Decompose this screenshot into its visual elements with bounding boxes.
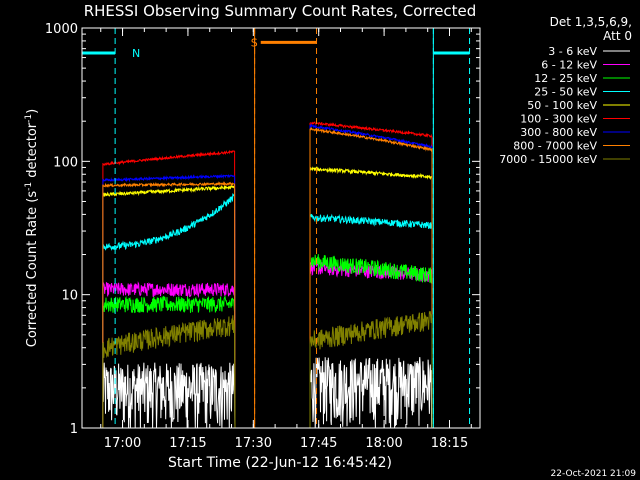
legend-header-line1: Det 1,3,5,6,9, [550,15,632,29]
series-line [102,184,236,429]
series-50-100keV [102,166,433,429]
data-layer [102,121,433,429]
footer-timestamp: 22-Oct-2021 21:09 [551,469,637,479]
x-tick-label: 17:15 [169,436,206,451]
x-tick-label: 17:00 [104,436,141,451]
annotation-layer: NS [82,28,471,428]
y-axis-label-main: Corrected Count Rate (s [25,191,40,348]
legend-label: 25 - 50 keV [534,86,597,99]
series-line [309,126,433,428]
series-12-25keV [102,254,433,429]
y-tick-label: 10 [61,289,78,304]
series-3-6keV [102,357,433,429]
x-tick-label: 17:45 [300,436,337,451]
series-line [102,192,236,429]
series-line [102,315,236,429]
legend-label: 3 - 6 keV [548,45,597,58]
series-line [309,254,433,428]
legend-label: 50 - 100 keV [527,99,597,112]
series-line [309,166,433,428]
legend-label: 300 - 800 keV [520,126,597,139]
legend-header-line2: Att 0 [603,29,632,43]
x-tick-label: 17:30 [235,436,272,451]
y-axis-label-sup1: -1 [24,182,34,191]
legend-label: 12 - 25 keV [534,72,597,85]
y-axis-label-end: ) [25,109,40,114]
y-axis-label: Corrected Count Rate (s-1 detector-1) [24,109,40,347]
series-line [102,362,236,429]
y-axis-label-sup2: -1 [24,114,34,123]
series-line [309,123,433,428]
legend-label: 7000 - 15000 keV [499,153,597,166]
series-300-800keV [102,123,433,429]
x-tick-label: 18:15 [431,436,468,451]
series-line [102,173,236,429]
plot-frame [81,27,481,429]
series-line [309,310,433,428]
x-tick-label: 18:00 [365,436,402,451]
series-800-7000keV [102,126,433,429]
legend-label: 100 - 300 keV [520,113,597,126]
series-line [309,121,433,428]
chart-title: RHESSI Observing Summary Count Rates, Co… [84,2,477,20]
series-line [309,357,433,429]
series-line [309,213,433,428]
series-line [102,294,236,429]
axis-layer: 17:00 17:15 17:30 17:45 18:00 18:15 1000 100 10 1 [45,22,480,451]
legend-label: 800 - 7000 keV [513,140,597,153]
series-line [102,181,236,429]
y-tick-label: 1000 [45,22,78,37]
series-100-300keV [102,121,433,429]
legend-label: 6 - 12 keV [541,59,597,72]
y-axis-label-mid: detector [25,122,40,182]
series-line [102,149,236,429]
y-tick-label: 100 [53,155,78,170]
series-25-50keV [102,192,433,429]
annotation-label: N [132,47,140,60]
x-axis-label: Start Time (22-Jun-12 16:45:42) [168,455,392,471]
series-line [102,281,236,429]
y-tick-label: 1 [70,422,78,437]
series-7000-15000keV [102,310,433,429]
